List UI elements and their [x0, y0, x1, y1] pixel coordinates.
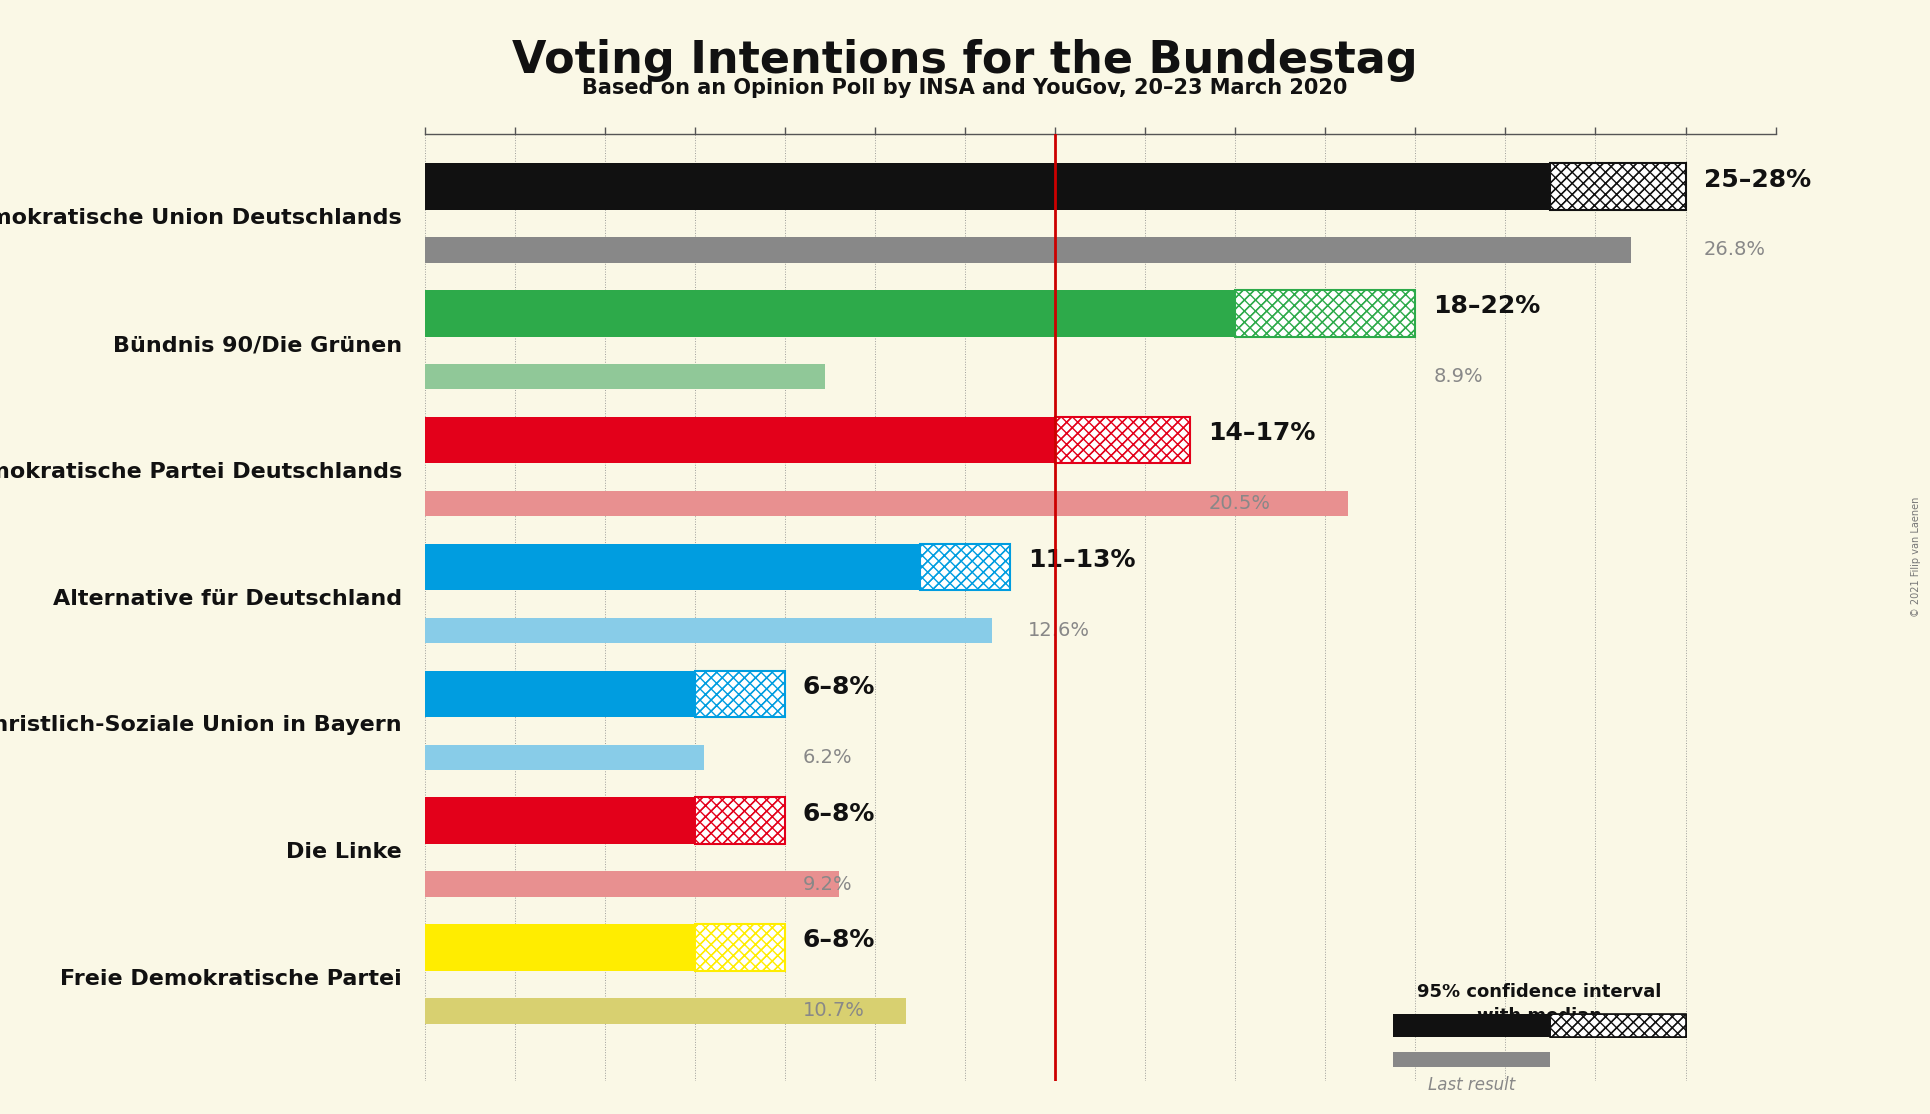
Bar: [695, 798, 786, 844]
Bar: [1550, 164, 1685, 209]
Bar: [921, 544, 1009, 590]
Text: Bündnis 90/Die Grünen: Bündnis 90/Die Grünen: [114, 335, 401, 355]
Text: Alternative für Deutschland: Alternative für Deutschland: [52, 588, 401, 608]
Bar: [695, 798, 786, 844]
Bar: [1393, 1014, 1550, 1037]
Bar: [1235, 290, 1415, 336]
Bar: [425, 364, 826, 390]
Bar: [425, 998, 907, 1024]
Bar: [921, 544, 1009, 590]
Bar: [1550, 1014, 1685, 1037]
Bar: [1550, 1014, 1685, 1037]
Text: 26.8%: 26.8%: [1704, 241, 1766, 260]
Text: 10.7%: 10.7%: [803, 1001, 865, 1020]
Text: Based on an Opinion Poll by INSA and YouGov, 20–23 March 2020: Based on an Opinion Poll by INSA and You…: [583, 78, 1347, 98]
Bar: [425, 290, 1235, 336]
Text: 25–28%: 25–28%: [1704, 167, 1810, 192]
Bar: [921, 544, 1009, 590]
Bar: [1056, 417, 1191, 463]
Text: 8.9%: 8.9%: [1434, 368, 1482, 387]
Text: 6–8%: 6–8%: [803, 928, 874, 952]
Text: 6–8%: 6–8%: [803, 802, 874, 825]
Text: Christlich-Soziale Union in Bayern: Christlich-Soziale Union in Bayern: [0, 715, 401, 735]
Bar: [425, 617, 992, 643]
Bar: [695, 925, 786, 970]
Text: 6.2%: 6.2%: [803, 747, 853, 766]
Text: 6–8%: 6–8%: [803, 675, 874, 698]
Text: Sozialdemokratische Partei Deutschlands: Sozialdemokratische Partei Deutschlands: [0, 462, 401, 482]
Bar: [425, 871, 840, 897]
Text: Die Linke: Die Linke: [286, 842, 401, 862]
Text: 11–13%: 11–13%: [1029, 548, 1135, 571]
Text: 12.6%: 12.6%: [1029, 620, 1090, 639]
Bar: [695, 671, 786, 717]
Text: Voting Intentions for the Bundestag: Voting Intentions for the Bundestag: [511, 39, 1419, 82]
Bar: [425, 798, 695, 844]
Bar: [695, 925, 786, 970]
Text: © 2021 Filip van Laenen: © 2021 Filip van Laenen: [1911, 497, 1922, 617]
Text: 95% confidence interval
with median: 95% confidence interval with median: [1417, 984, 1662, 1025]
Bar: [695, 671, 786, 717]
Text: Christlich Demokratische Union Deutschlands: Christlich Demokratische Union Deutschla…: [0, 208, 401, 228]
Bar: [425, 417, 1056, 463]
Text: 20.5%: 20.5%: [1208, 495, 1270, 514]
Bar: [425, 491, 1347, 516]
Bar: [1550, 1014, 1685, 1037]
Bar: [1056, 417, 1191, 463]
Bar: [1550, 164, 1685, 209]
Bar: [1235, 290, 1415, 336]
Text: 9.2%: 9.2%: [803, 874, 853, 893]
Bar: [695, 798, 786, 844]
Bar: [1393, 1052, 1550, 1067]
Text: 18–22%: 18–22%: [1434, 294, 1540, 319]
Bar: [425, 237, 1631, 263]
Bar: [425, 744, 704, 770]
Bar: [695, 671, 786, 717]
Bar: [695, 925, 786, 970]
Bar: [425, 671, 695, 717]
Bar: [1056, 417, 1191, 463]
Bar: [425, 544, 921, 590]
Text: 14–17%: 14–17%: [1208, 421, 1316, 446]
Bar: [1235, 290, 1415, 336]
Text: Last result: Last result: [1428, 1076, 1515, 1094]
Bar: [425, 164, 1550, 209]
Text: Freie Demokratische Partei: Freie Demokratische Partei: [60, 969, 401, 989]
Bar: [425, 925, 695, 970]
Bar: [1550, 164, 1685, 209]
